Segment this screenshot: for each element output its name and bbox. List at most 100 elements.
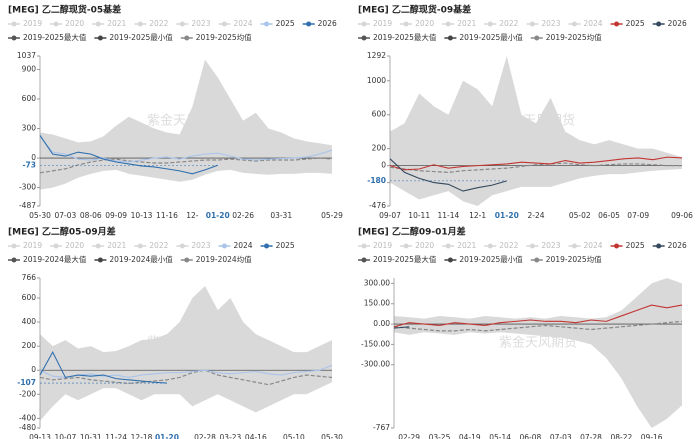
x-tick-label: 06-08 (520, 433, 542, 439)
legend-dot (529, 21, 535, 27)
legend-label: 2021 (457, 241, 476, 250)
series-line (39, 136, 333, 163)
x-tick-label: 01-20 (495, 211, 519, 220)
chart-title: [MEG] 乙二醇09-01月差 (358, 226, 466, 238)
watermark: 紫金天风期货 (499, 335, 577, 351)
legend-dot (53, 21, 59, 27)
legend-dot (361, 21, 367, 27)
x-tick-label: 02-28 (194, 433, 216, 439)
y-tick-label: 0 (381, 161, 386, 170)
x-tick-label: 05-30 (29, 211, 51, 220)
legend-label: 2021 (107, 241, 126, 250)
x-tick-label: 01-20 (155, 433, 179, 439)
y-tick-label: -400 (19, 413, 36, 422)
series-line (393, 326, 410, 329)
y-tick-label: 300 (22, 124, 37, 133)
legend-label: 2023 (191, 19, 210, 28)
x-tick-label: 09-09 (105, 211, 127, 220)
legend-dot (95, 243, 101, 249)
legend-dot (184, 257, 190, 263)
series-line (389, 156, 683, 171)
legend-label: 2019-2025最大值 (23, 32, 87, 42)
x-tick-label: 02-26 (232, 211, 254, 220)
legend-dot (184, 35, 190, 41)
legend-dot (137, 243, 143, 249)
legend-label: 2023 (191, 241, 210, 250)
legend-dot (361, 257, 367, 263)
range-band (394, 278, 682, 428)
legend-label: 2024 (233, 241, 252, 250)
legend-label: 2019-2024均值 (196, 254, 252, 264)
current-value-label: -73 (22, 160, 36, 169)
current-value-bg (16, 378, 37, 388)
legend-label: 2019-2025均值 (546, 254, 602, 264)
legend-label: 2022 (149, 19, 168, 28)
legend-dot (534, 257, 540, 263)
legend-dot (447, 257, 453, 263)
chart-title: [MEG] 乙二醇现货-09基差 (358, 4, 471, 16)
x-tick-label: 05-02 (569, 211, 591, 220)
x-tick-label: 05-29 (321, 211, 343, 220)
y-tick-label: -476 (369, 201, 386, 210)
y-tick-label: -300.00 (361, 360, 390, 369)
y-tick-label: -200 (19, 389, 36, 398)
legend-label: 2020 (65, 19, 84, 28)
x-tick-label: 09-06 (671, 211, 693, 220)
x-tick-label: 09-13 (29, 433, 51, 439)
chart-title: [MEG] 乙二醇现货-05基差 (8, 4, 121, 16)
series-line (39, 135, 218, 175)
legend-dot (264, 243, 270, 249)
legend-dot (571, 243, 577, 249)
mean-line (39, 157, 333, 174)
legend-label: 2020 (415, 241, 434, 250)
legend-label: 2025 (276, 241, 295, 250)
x-tick-label: 04-16 (245, 433, 267, 439)
y-tick-label: 900 (22, 64, 37, 73)
series-line (39, 364, 333, 378)
series-line (393, 304, 683, 328)
legend-dot (614, 21, 620, 27)
legend-label: 2023 (541, 241, 560, 250)
legend-label: 2019-2024最小值 (109, 254, 173, 264)
x-tick-label: 2-24 (527, 211, 544, 220)
legend-label: 2019-2025最小值 (459, 32, 523, 42)
x-tick-label: 05-30 (321, 433, 343, 439)
x-tick-label: 03-25 (429, 433, 451, 439)
legend-dot (571, 21, 577, 27)
legend-dot (447, 35, 453, 41)
legend-dot (361, 35, 367, 41)
legend-label: 2019-2025均值 (196, 32, 252, 42)
legend-dot (487, 243, 493, 249)
range-band (390, 56, 682, 206)
range-band (40, 59, 332, 190)
x-tick-label: 09-07 (379, 211, 401, 220)
legend-label: 2019-2025最小值 (459, 254, 523, 264)
legend-label: 2020 (415, 19, 434, 28)
legend-label: 2019 (373, 19, 392, 28)
legend-dot (361, 243, 367, 249)
legend-dot (53, 243, 59, 249)
legend-dot (656, 21, 662, 27)
legend-label: 2024 (583, 19, 602, 28)
x-tick-label: 10-13 (131, 211, 153, 220)
legend-dot (11, 243, 17, 249)
y-tick-label: 300.00 (364, 278, 390, 287)
y-tick-label: 600 (22, 293, 37, 302)
legend-dot (221, 243, 227, 249)
legend-label: 2019-2025最大值 (373, 32, 437, 42)
legend-dot (97, 35, 103, 41)
legend-label: 2019 (23, 19, 42, 28)
x-tick-label: 01-20 (206, 211, 230, 220)
legend-dot (11, 21, 17, 27)
y-tick-label: 600 (22, 94, 37, 103)
y-tick-label: 1000 (367, 76, 386, 85)
legend-label: 2022 (149, 241, 168, 250)
legend-dot (445, 243, 451, 249)
legend-label: 2019 (23, 241, 42, 250)
y-tick-label: -150.00 (361, 339, 390, 348)
series-line (39, 350, 167, 384)
legend-label: 2022 (499, 19, 518, 28)
legend-label: 2023 (541, 19, 560, 28)
legend-label: 2025 (626, 241, 645, 250)
